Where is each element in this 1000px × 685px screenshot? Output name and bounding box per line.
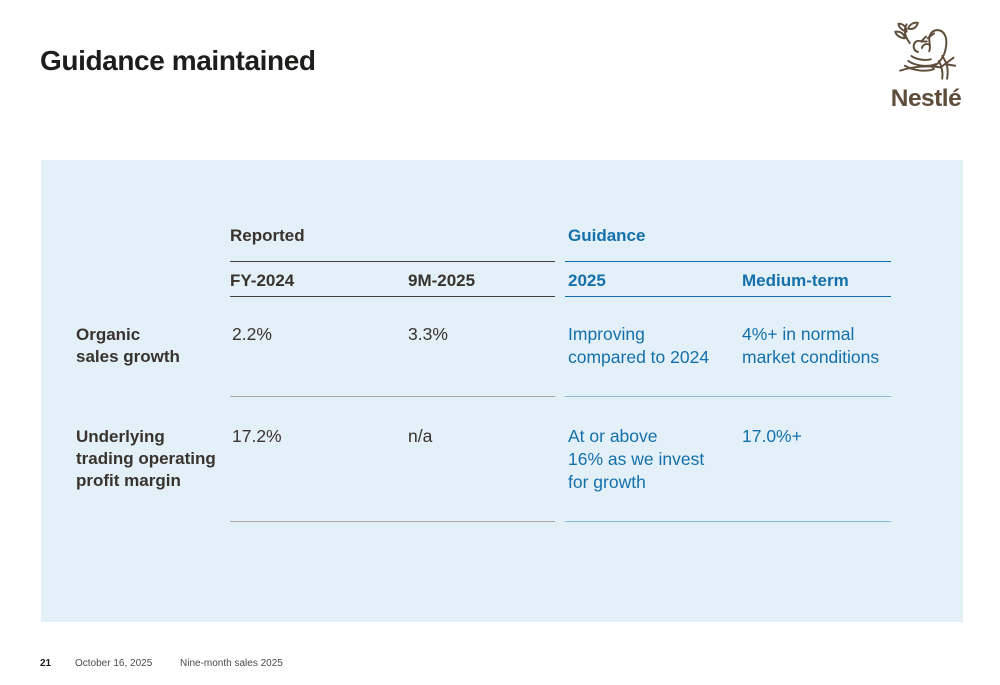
row-label-organic-sales-growth: Organic sales growth (76, 325, 180, 366)
cell-osg-guidance-2025: Improving compared to 2024 (568, 324, 710, 367)
cell-utop-9m2025: n/a (408, 426, 433, 446)
bird-nest-icon (894, 21, 957, 80)
nestle-wordmark: Nestlé (890, 85, 962, 112)
guidance-header-rule-top (565, 261, 891, 262)
reported-header-rule-top (230, 261, 555, 262)
row1-separator-reported (230, 396, 555, 397)
reported-header-rule-bottom (230, 296, 555, 297)
page-number: 21 (40, 658, 52, 669)
page-title: Guidance maintained (40, 45, 316, 76)
cell-utop-fy2024: 17.2% (232, 426, 282, 446)
nestle-logo: Nestlé (884, 20, 968, 113)
cell-osg-fy2024: 2.2% (232, 324, 272, 344)
footer-date: October 16, 2025 (75, 658, 153, 669)
row-label-utop-margin: Underlying trading operating profit marg… (76, 427, 216, 490)
column-header-medium-term: Medium-term (742, 271, 849, 290)
cell-utop-guidance-medium-term: 17.0%+ (742, 426, 802, 446)
cell-osg-9m2025: 3.3% (408, 324, 448, 344)
guidance-header-rule-bottom (565, 296, 891, 297)
row2-separator-guidance (565, 521, 891, 522)
cell-utop-guidance-2025: At or above 16% as we invest for growth (568, 426, 705, 492)
group-header-guidance: Guidance (568, 226, 646, 245)
content-panel (41, 160, 963, 622)
column-header-2025: 2025 (568, 271, 606, 290)
group-header-reported: Reported (230, 226, 305, 245)
row2-separator-reported (230, 521, 555, 522)
column-header-fy2024: FY-2024 (230, 271, 295, 290)
cell-osg-guidance-medium-term: 4%+ in normal market conditions (742, 324, 880, 367)
column-header-9m2025: 9M-2025 (408, 271, 476, 290)
footer-deck-name: Nine-month sales 2025 (180, 658, 283, 669)
row1-separator-guidance (565, 396, 891, 397)
